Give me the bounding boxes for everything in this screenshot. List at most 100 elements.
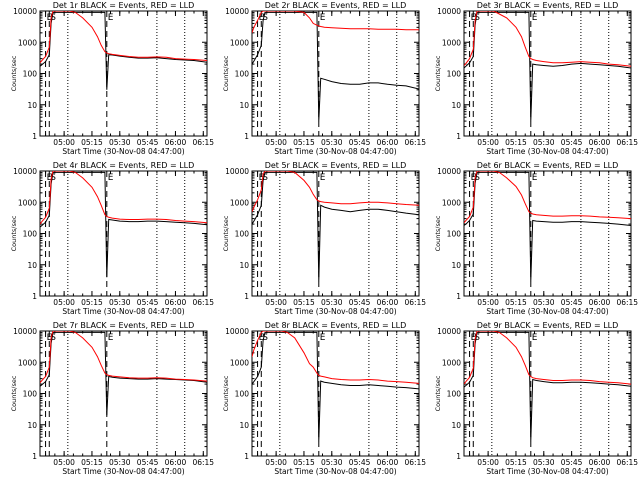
y-tick-label: 1 [244,132,249,141]
x-tick-label: 06:15 [404,298,426,307]
x-tick-label: 05:00 [53,458,75,467]
y-tick-label: 10 [27,101,37,110]
x-tick-label: 05:15 [293,298,315,307]
x-tick-label: 05:45 [349,458,371,467]
lld-series-line [252,11,419,33]
panel-title: Det 1r BLACK = Events, RED = LLD [53,1,195,10]
x-tick-label: 06:00 [377,458,399,467]
y-tick-label: 100 [235,70,250,79]
y-tick-label: 1 [456,132,461,141]
x-tick-label: 06:00 [589,138,611,147]
y-tick-label: 100 [23,230,38,239]
x-tick-label: 06:00 [165,298,187,307]
lld-series-line [464,171,631,224]
x-tick-label: 06:00 [589,458,611,467]
event-marker-e: E [108,13,114,23]
events-series-line [464,331,631,442]
lld-series-line [40,171,207,225]
x-tick-label: 06:15 [192,138,214,147]
event-marker-e: E [47,173,53,183]
x-tick-label: 05:00 [53,298,75,307]
x-tick-label: 05:15 [505,138,527,147]
y-tick-label: 1000 [18,358,37,367]
y-axis-label: Counts/sec [434,375,442,411]
x-tick-label: 05:15 [81,298,103,307]
event-marker-s: S [474,13,480,23]
y-axis-label: Counts/sec [434,215,442,251]
y-axis-label: Counts/sec [434,55,442,91]
x-tick-label: 05:45 [349,298,371,307]
event-marker-e: E [532,13,538,23]
y-axis-label: Counts/sec [222,215,230,251]
x-tick-label: 05:30 [533,138,555,147]
panel-1: Det 1r BLACK = Events, RED = LLD 1 10 100 10… [10,1,214,156]
event-marker-e: E [320,13,326,23]
x-tick-label: 06:15 [192,458,214,467]
x-tick-label: 06:00 [377,138,399,147]
y-tick-label: 100 [235,230,250,239]
x-tick-label: 05:00 [53,138,75,147]
x-tick-label: 05:30 [321,298,343,307]
x-tick-label: 06:00 [377,298,399,307]
events-series-line [40,11,207,90]
event-marker-s: S [50,13,56,23]
panel-7: Det 7r BLACK = Events, RED = LLD 1 10 100 10… [10,321,214,476]
x-axis-label: Start Time (30-Nov-08 04:47:00) [62,147,184,156]
x-tick-label: 06:00 [165,138,187,147]
x-tick-label: 05:15 [505,458,527,467]
y-tick-label: 1 [32,452,37,461]
events-series-line [464,11,631,122]
x-axis-label: Start Time (30-Nov-08 04:47:00) [62,307,184,316]
events-series-line [464,171,631,282]
x-tick-label: 05:00 [477,458,499,467]
y-axis-label: Counts/sec [10,375,18,411]
y-tick-label: 10000 [225,7,249,16]
y-tick-label: 1000 [230,198,249,207]
lld-series-line [40,331,207,384]
events-series-line [40,171,207,278]
x-axis-label: Start Time (30-Nov-08 04:47:00) [274,147,396,156]
event-marker-s: S [262,333,268,343]
y-axis-label: Counts/sec [222,55,230,91]
y-tick-label: 1 [456,452,461,461]
x-axis-label: Start Time (30-Nov-08 04:47:00) [486,467,608,476]
x-axis-label: Start Time (30-Nov-08 04:47:00) [62,467,184,476]
y-axis-label: Counts/sec [222,375,230,411]
y-tick-label: 100 [447,230,462,239]
panel-5: Det 5r BLACK = Events, RED = LLD 1 10 100 10… [222,161,426,316]
x-tick-label: 05:45 [561,298,583,307]
x-tick-label: 05:30 [321,458,343,467]
y-tick-label: 1 [32,292,37,301]
events-series-line [252,11,419,122]
y-tick-label: 10 [27,421,37,430]
event-marker-s: S [474,173,480,183]
x-tick-label: 06:00 [589,298,611,307]
event-marker-e: E [320,173,326,183]
lld-series-line [252,171,419,212]
x-tick-label: 05:30 [533,458,555,467]
x-tick-label: 05:00 [265,138,287,147]
y-tick-label: 10000 [437,7,461,16]
y-tick-label: 10000 [437,327,461,336]
y-tick-label: 10000 [13,167,37,176]
x-axis-label: Start Time (30-Nov-08 04:47:00) [274,307,396,316]
y-tick-label: 1000 [18,198,37,207]
event-marker-e: E [320,333,326,343]
y-tick-label: 100 [235,390,250,399]
lld-series-line [40,11,207,64]
event-marker-e: E [259,173,265,183]
x-tick-label: 05:00 [477,298,499,307]
y-tick-label: 1 [32,132,37,141]
y-tick-label: 10 [239,101,249,110]
y-tick-label: 1000 [230,358,249,367]
x-axis-label: Start Time (30-Nov-08 04:47:00) [486,307,608,316]
y-tick-label: 10 [239,421,249,430]
x-tick-label: 05:45 [137,458,159,467]
x-tick-label: 05:30 [109,458,131,467]
x-tick-label: 05:45 [137,138,159,147]
event-marker-s: S [50,173,56,183]
event-marker-e: E [471,13,477,23]
y-tick-label: 10000 [13,7,37,16]
x-tick-label: 05:15 [81,138,103,147]
events-series-line [252,171,419,282]
